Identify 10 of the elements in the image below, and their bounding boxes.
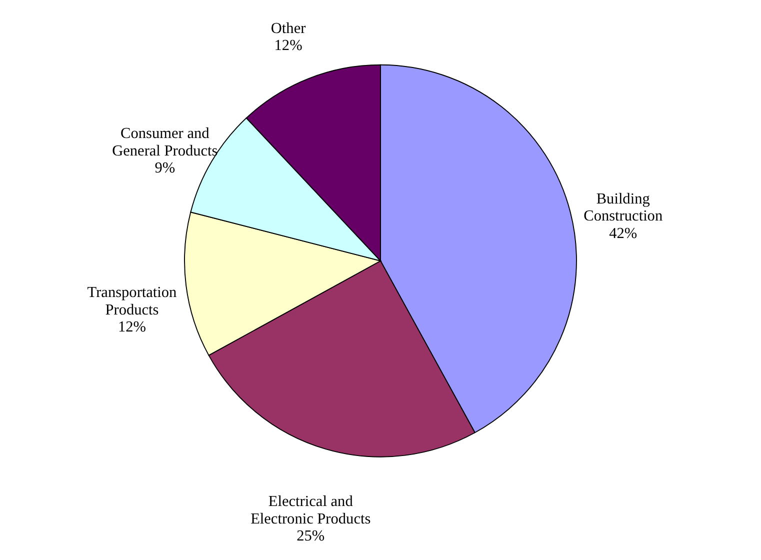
slice-label: Other	[270, 20, 306, 37]
slice-label: Electrical and Electronic Products	[250, 493, 371, 528]
data-label: 42%	[609, 224, 638, 242]
data-label: 9%	[154, 160, 176, 177]
data-label: 12%	[118, 318, 146, 336]
slice-label: Consumer and General Products	[112, 125, 218, 160]
slice-label: Transportation Products	[87, 284, 178, 318]
slice-label: Building Construction	[584, 190, 663, 225]
data-label: 25%	[296, 528, 325, 545]
data-label: 12%	[274, 36, 303, 54]
